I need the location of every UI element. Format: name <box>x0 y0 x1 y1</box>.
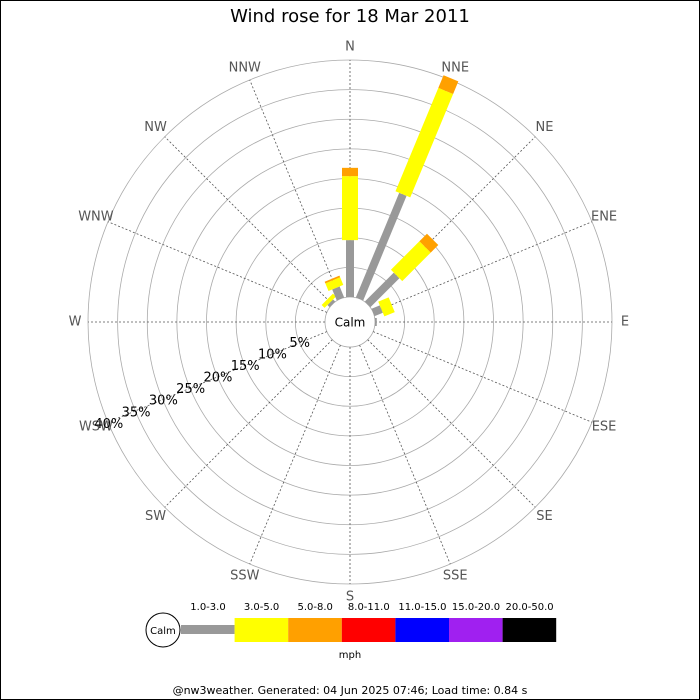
direction-label: S <box>346 590 354 605</box>
direction-label: ESE <box>592 420 617 435</box>
r-tick-label: 30% <box>149 394 178 409</box>
bar-segment <box>355 192 407 301</box>
spoke <box>107 331 328 423</box>
r-tick-label: 5% <box>289 336 310 351</box>
r-tick-label: 15% <box>231 359 260 374</box>
spoke <box>372 331 593 423</box>
direction-label: SW <box>145 509 166 524</box>
legend-swatch <box>181 625 235 634</box>
legend-label: 20.0-50.0 <box>506 602 554 613</box>
bar-segment <box>342 176 358 241</box>
bar-segment <box>324 275 341 284</box>
direction-label: NNE <box>441 60 469 75</box>
legend-label: 11.0-15.0 <box>398 602 446 613</box>
bar-segment <box>346 240 354 297</box>
ring <box>117 89 583 555</box>
r-tick-label: 40% <box>94 417 123 432</box>
legend-swatch <box>395 618 449 642</box>
direction-label: N <box>345 40 355 55</box>
legend-label: 15.0-20.0 <box>452 602 500 613</box>
bar-segment <box>395 87 454 198</box>
bar-segment <box>371 305 383 317</box>
bar-segment <box>321 293 336 308</box>
legend-label: 3.0-5.0 <box>244 602 279 613</box>
bar-segment <box>327 299 336 308</box>
spoke <box>367 339 536 508</box>
r-tick-label: 35% <box>122 405 151 420</box>
legend-swatch <box>449 618 503 642</box>
spoke <box>367 136 536 305</box>
bar-segment <box>342 167 358 177</box>
legend-calm-label: Calm <box>150 626 176 637</box>
bar-segment <box>332 286 345 301</box>
direction-label: W <box>69 315 82 330</box>
calm-label: Calm <box>335 316 366 330</box>
spoke <box>359 344 451 565</box>
footer: @nw3weather. Generated: 04 Jun 2025 07:4… <box>173 684 528 697</box>
spoke <box>164 339 333 508</box>
legend-swatch <box>234 618 289 642</box>
bar-segment <box>364 272 400 308</box>
direction-label: ENE <box>591 209 617 224</box>
spoke <box>372 221 593 313</box>
legend-calm <box>145 612 181 648</box>
r-tick-label: 25% <box>176 382 205 397</box>
legend-label: 8.0-11.0 <box>348 602 390 613</box>
bar-segment <box>419 233 439 253</box>
legend-unit: mph <box>339 650 361 661</box>
direction-label: WNW <box>78 209 114 224</box>
spoke <box>107 221 328 313</box>
r-tick-label: 10% <box>258 347 287 362</box>
spoke <box>249 79 341 300</box>
legend-label: 1.0-3.0 <box>190 602 225 613</box>
direction-label: SSE <box>443 569 468 584</box>
direction-label: SE <box>536 509 552 524</box>
direction-label: NNW <box>229 60 261 75</box>
legend-label: 5.0-8.0 <box>297 602 332 613</box>
direction-label: NW <box>144 120 167 135</box>
r-tick-label: 20% <box>203 371 232 386</box>
bar-segment <box>438 75 459 94</box>
direction-label: SSW <box>230 569 260 584</box>
direction-label: E <box>621 315 629 330</box>
bar-segment <box>378 297 395 317</box>
chart-title: Wind rose for 18 Mar 2011 <box>230 6 470 27</box>
bar-segment <box>390 241 431 282</box>
bar-segment <box>375 318 377 326</box>
spoke <box>249 344 341 565</box>
plot: N NNE NE ENE E ESE SE SSE S SSW SW WSW W WNW NW NNW 5%10… <box>69 40 629 648</box>
bar-segment <box>325 277 344 292</box>
spoke <box>164 136 333 305</box>
legend-swatch <box>502 618 557 642</box>
direction-label: NE <box>535 120 553 135</box>
legend-swatch <box>288 618 342 642</box>
legend-swatch <box>341 618 396 642</box>
direction-label: WSW <box>79 420 113 435</box>
